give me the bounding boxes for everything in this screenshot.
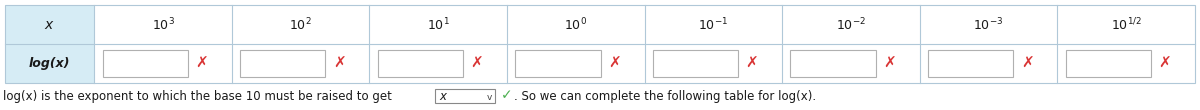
Text: $10^0$: $10^0$ [564,16,587,33]
Bar [240,50,325,77]
Bar [5,44,95,83]
Text: ✗: ✗ [1021,56,1033,71]
FancyBboxPatch shape [436,89,496,103]
Bar [5,5,95,44]
Bar [653,50,738,77]
Text: ✗: ✗ [332,56,346,71]
Bar [378,50,463,77]
Text: $10^{1/2}$: $10^{1/2}$ [1111,16,1141,33]
Bar [102,50,188,77]
Text: ✗: ✗ [608,56,620,71]
Text: ✗: ✗ [196,56,208,71]
Text: ✗: ✗ [470,56,484,71]
Bar [95,44,1195,83]
Text: ✗: ✗ [1158,56,1171,71]
Text: log(x) is the exponent to which the base 10 must be raised to get: log(x) is the exponent to which the base… [2,90,392,103]
Text: ✗: ✗ [883,56,896,71]
Text: x: x [439,90,446,103]
Text: $10^{-2}$: $10^{-2}$ [836,16,866,33]
Text: ✓: ✓ [502,88,512,102]
Text: $10^{-3}$: $10^{-3}$ [973,16,1003,33]
Text: $10^1$: $10^1$ [427,16,450,33]
Text: v: v [487,93,492,102]
Text: $10^3$: $10^3$ [151,16,174,33]
Text: log(x): log(x) [29,57,71,70]
Bar [1066,50,1151,77]
Text: . So we can complete the following table for log(x).: . So we can complete the following table… [514,90,816,103]
Text: $10^2$: $10^2$ [289,16,312,33]
Bar [5,5,1195,83]
Bar [95,5,1195,44]
Bar [791,50,876,77]
Text: ✗: ✗ [745,56,758,71]
Text: $\mathit{x}$: $\mathit{x}$ [44,17,55,31]
Bar [928,50,1013,77]
Text: $10^{-1}$: $10^{-1}$ [698,16,728,33]
Bar [515,50,600,77]
